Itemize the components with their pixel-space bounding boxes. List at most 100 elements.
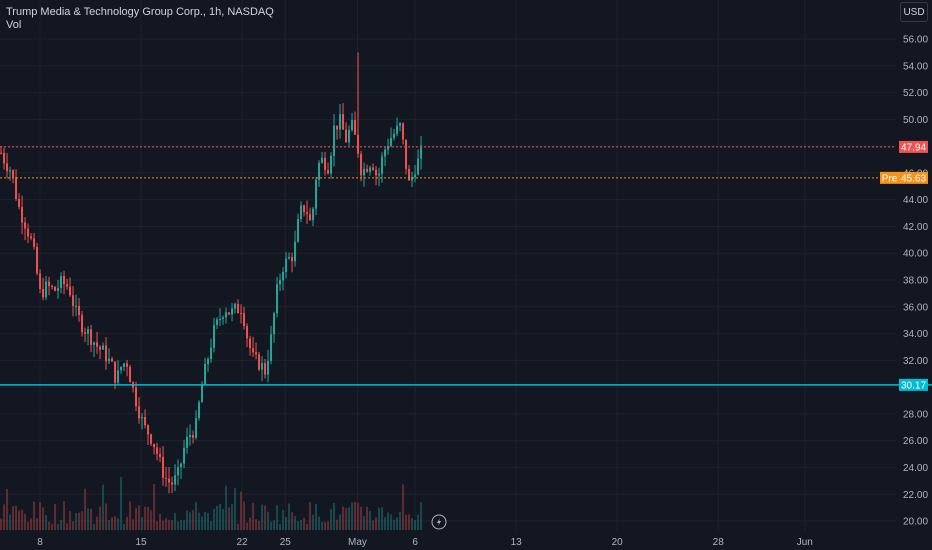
candle-body [264,363,267,375]
candle-body [405,139,408,169]
candle-body [348,130,351,143]
volume-bar [414,520,417,530]
candle-body [300,205,303,220]
candle-body [411,177,414,181]
volume-bar [210,521,213,530]
volume-bar [342,506,345,530]
volume-bar [84,488,87,530]
volume-bar [261,504,264,530]
pre-market-tag: Pre 45.63 [880,171,928,184]
candle-body [306,212,309,215]
y-tick-label: 36.00 [903,302,928,313]
volume-bars [0,477,423,530]
volume-bar [48,521,51,530]
currency-button[interactable]: USD [900,2,928,22]
symbol-title[interactable]: Trump Media & Technology Group Corp., 1h… [6,6,274,18]
volume-bar [180,519,183,530]
y-tick-label: 52.00 [903,88,928,99]
volume-bar [177,521,180,530]
volume-bar [348,507,351,530]
candle-body [93,342,96,345]
level-price-tag: 30.17 [899,378,928,391]
y-tick-label: 40.00 [903,249,928,260]
candle-body [402,123,405,140]
candle-body [114,361,117,383]
candle-body [321,157,324,163]
candle-body [195,418,198,438]
candle-body [69,286,72,296]
volume-bar [240,491,243,530]
volume-bar [267,511,270,530]
candle-body [138,406,141,419]
volume-bar [327,521,330,530]
last-price-value: 47.94 [901,142,926,153]
volume-bar [303,517,306,530]
time-axis[interactable]: 8 15 22 25 May 6 13 20 28 Jun [37,537,813,548]
volume-bar [87,508,90,530]
volume-bar [282,509,285,530]
lightning-icon[interactable] [431,514,447,530]
volume-bar [399,511,402,530]
volume-bar [21,509,24,530]
candle-body [369,167,372,172]
volume-bar [288,503,291,530]
volume-bar [378,507,381,530]
candle-body [414,174,417,178]
candle-body [39,273,42,289]
candle-body [189,434,192,438]
volume-bar [351,502,354,530]
candle-body [27,228,30,237]
volume-bar [255,519,258,530]
candle-body [60,276,63,289]
y-tick-label: 42.00 [903,222,928,233]
candle-body [171,482,174,485]
candle-body [141,417,144,419]
volume-bar [144,506,147,530]
candle-body [381,156,384,174]
candle-body [420,145,423,159]
volume-label[interactable]: Vol [6,19,22,31]
candle-body [417,158,420,175]
price-axis[interactable]: 56.0054.0052.0050.0048.0046.0044.0042.00… [903,35,928,528]
volume-bar [219,504,222,530]
candle-body [294,241,297,262]
volume-bar [54,504,57,530]
volume-bar [0,518,3,530]
y-tick-label: 56.00 [903,35,928,46]
volume-bar [3,504,6,530]
candle-body [81,315,84,333]
volume-bar [204,511,207,530]
volume-bar [66,523,69,530]
volume-bar [276,505,279,530]
volume-bar [294,515,297,530]
candle-body [75,305,78,307]
volume-bar [369,510,372,530]
volume-bar [321,522,324,530]
volume-bar [372,520,375,530]
volume-bar [69,511,72,530]
volume-bar [30,518,33,530]
volume-bar [192,510,195,530]
candle-body [261,363,264,370]
volume-bar [390,514,393,530]
candle-body [78,305,81,316]
volume-bar [126,516,129,530]
volume-bar [60,519,63,530]
candle-body [15,177,18,200]
candle-body [6,163,9,172]
candle-body [30,236,33,239]
candle-body [33,238,36,247]
candle-body [318,162,321,180]
volume-bar [297,521,300,530]
volume-bar [114,516,117,530]
candle-body [177,467,180,476]
candle-body [183,447,186,464]
candle-body [270,334,273,361]
candle-body [201,384,204,403]
candle-body [372,167,375,170]
candle-body [180,463,183,468]
volume-bar [381,507,384,530]
volume-bar [252,502,255,530]
volume-bar [111,517,114,530]
